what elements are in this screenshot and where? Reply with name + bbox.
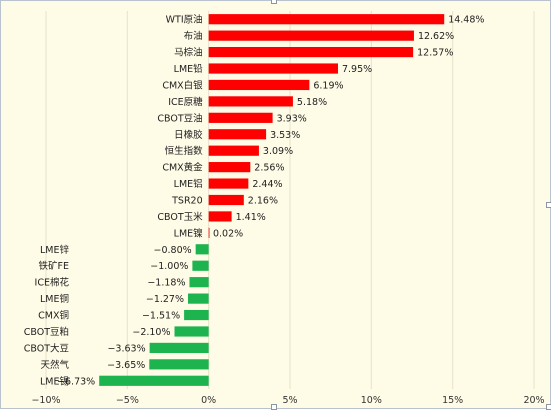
bar — [208, 96, 293, 107]
value-label: −6.73% — [57, 376, 95, 387]
x-tick-labels: −10% −5% 0% 5% 10% 15% 20% — [31, 395, 544, 406]
bar — [208, 211, 232, 222]
bars — [99, 14, 445, 386]
category-label: LME铝 — [174, 178, 203, 190]
value-label: 0.02% — [213, 228, 243, 239]
value-label: −0.80% — [154, 245, 192, 256]
value-label: 3.93% — [277, 113, 307, 124]
category-label: 铁矿FE — [39, 260, 69, 272]
value-label: −3.63% — [107, 343, 145, 354]
category-label: CMX黄金 — [162, 162, 203, 174]
bar — [184, 309, 209, 321]
bar — [208, 30, 414, 41]
category-label: WTI原油 — [166, 14, 203, 26]
value-label: 2.56% — [254, 163, 284, 174]
value-label: 5.18% — [297, 97, 327, 108]
bar — [149, 359, 209, 370]
x-tick-label: −5% — [116, 395, 139, 406]
category-label: CMX白银 — [162, 79, 203, 91]
bar — [208, 145, 259, 156]
value-label: −1.18% — [147, 278, 185, 289]
value-label: 3.53% — [270, 130, 300, 141]
resize-handle-right[interactable] — [546, 202, 551, 208]
category-label: 天然气 — [40, 359, 69, 371]
value-label: 3.09% — [263, 146, 293, 157]
bar — [208, 129, 267, 140]
x-tick-label: −10% — [31, 395, 60, 406]
bar — [195, 244, 209, 255]
bar — [208, 63, 338, 74]
x-tick-label: 20% — [523, 395, 544, 406]
bar — [208, 46, 414, 58]
category-label: ICE棉花 — [35, 277, 70, 289]
bar — [192, 260, 209, 271]
bar — [208, 112, 273, 123]
category-label: CBOT大豆 — [24, 342, 69, 354]
bar — [174, 326, 209, 337]
category-label: TSR20 — [171, 196, 203, 207]
value-label: 1.41% — [236, 212, 266, 223]
category-label: 日橡胶 — [174, 129, 203, 141]
bar — [149, 342, 209, 354]
bar — [208, 14, 445, 25]
value-label: −1.51% — [142, 311, 180, 322]
category-label: 布油 — [184, 30, 203, 42]
bar — [189, 277, 209, 288]
value-label: 2.44% — [252, 179, 282, 190]
value-label: 12.62% — [418, 31, 454, 42]
bar — [188, 293, 209, 304]
bar — [208, 194, 244, 206]
value-label: 14.48% — [448, 15, 484, 26]
category-label: LME铅 — [174, 63, 203, 75]
x-tick-label: 15% — [442, 395, 463, 406]
x-tick-label: 10% — [361, 395, 382, 406]
resize-handle-top[interactable] — [271, 0, 277, 4]
value-label: 6.19% — [313, 80, 343, 91]
value-label: 2.16% — [248, 196, 278, 207]
category-label: CBOT豆油 — [157, 112, 202, 124]
resize-handle-bottom[interactable] — [271, 404, 277, 410]
value-label: 7.95% — [342, 64, 372, 75]
category-label: CMX铜 — [38, 310, 69, 322]
bar — [208, 162, 251, 173]
category-label: ICE原糖 — [168, 96, 203, 108]
resize-handle-bottom-right[interactable] — [546, 404, 551, 410]
value-label: −1.00% — [150, 261, 188, 272]
category-label: LME锡 — [40, 375, 69, 387]
bar — [208, 79, 310, 91]
x-tick-label: 5% — [282, 395, 297, 406]
category-label: CBOT豆粕 — [24, 326, 69, 338]
value-label: −1.27% — [146, 294, 184, 305]
category-label: LME铜 — [40, 293, 69, 305]
category-label: LME锌 — [40, 244, 69, 256]
category-label: CBOT玉米 — [157, 211, 203, 223]
x-tick-label: 0% — [201, 395, 216, 406]
bar — [99, 375, 209, 386]
category-label: 恒生指数 — [165, 145, 204, 157]
value-label: −2.10% — [132, 327, 170, 338]
value-label: 12.57% — [417, 48, 453, 59]
value-label: −3.65% — [107, 360, 145, 371]
value-labels: 14.48% 12.62% 12.57% 7.95% 6.19% 5.18% 3.93% 3.… — [57, 15, 484, 388]
bar — [208, 227, 210, 238]
category-label: LME镍 — [174, 227, 203, 239]
category-label: 马棕油 — [174, 47, 203, 59]
bar — [208, 178, 249, 189]
